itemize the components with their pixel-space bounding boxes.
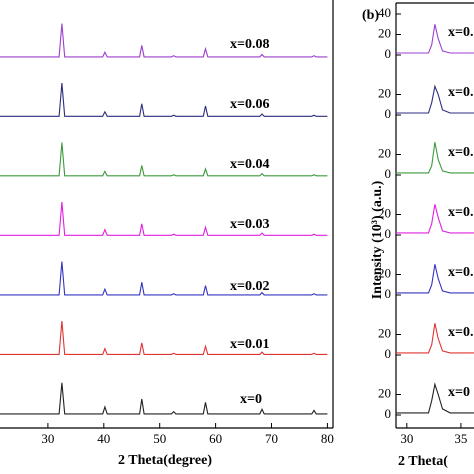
series-label: x=0.08	[448, 25, 474, 40]
y-tick-label: 20	[378, 145, 391, 160]
y-tick-label: 20	[378, 85, 391, 100]
series-label: x=0.01	[448, 325, 474, 340]
panel-a	[0, 23, 328, 415]
series-label: x=0	[240, 392, 262, 407]
series-label: x=0.04	[230, 157, 269, 172]
x-tick-label: 40	[97, 431, 110, 446]
series-label: x=0.08	[230, 37, 269, 52]
x-axis-label: 2 Theta(	[398, 454, 448, 469]
y-tick-label: 0	[385, 166, 392, 181]
y-tick-label: 20	[378, 205, 391, 220]
series-label: x=0.03	[230, 217, 269, 232]
series-line	[396, 382, 474, 414]
y-tick-label: 0	[385, 406, 392, 421]
x-tick-label: 80	[321, 431, 334, 446]
series-line	[396, 323, 474, 354]
x-tick-label: 70	[265, 431, 278, 446]
series-line	[396, 204, 474, 234]
y-tick-label: 0	[385, 286, 392, 301]
y-tick-label: 20	[378, 265, 391, 280]
series-line	[0, 261, 328, 296]
y-tick-label: 20	[378, 385, 391, 400]
panel-label: (b)	[362, 8, 379, 23]
series-line	[396, 84, 474, 114]
series-label: x=0.06	[230, 97, 269, 112]
x-tick-label: 35	[454, 431, 467, 446]
panel-b	[396, 24, 474, 414]
series-line	[396, 142, 474, 174]
series-label: x=0	[448, 385, 470, 400]
series-label: x=0.01	[230, 337, 269, 352]
y-tick-label: 0	[385, 346, 392, 361]
y-tick-label: 0	[385, 226, 392, 241]
x-tick-label: 50	[153, 431, 166, 446]
x-tick-label: 30	[41, 431, 54, 446]
series-line	[0, 382, 328, 415]
y-tick-label: 20	[378, 25, 391, 40]
series-label: x=0.02	[230, 279, 269, 294]
series-line	[0, 82, 328, 117]
y-tick-label: 20	[378, 325, 391, 340]
series-line	[396, 24, 474, 54]
x-axis-label: 2 Theta(degree)	[118, 453, 212, 468]
series-label: x=0.06	[448, 85, 474, 100]
y-tick-label: 0	[385, 46, 392, 61]
x-tick-label: 30	[400, 431, 413, 446]
ticks: 30 40 50 60 70 80 30 35 0 20 40 0 20 0 20 0 20 0 20 0 20 0 20	[41, 5, 467, 446]
y-axis-label: Intensity (10³) (a.u.)	[370, 180, 385, 299]
series-label: x=0.02	[448, 265, 474, 280]
series-line	[396, 264, 474, 294]
x-tick-label: 60	[209, 431, 222, 446]
series-label: x=0.03	[448, 205, 474, 220]
y-tick-label: 40	[378, 5, 391, 20]
y-tick-label: 0	[385, 106, 392, 121]
series-label: x=0.04	[448, 145, 474, 160]
series-line	[0, 320, 328, 355]
series-line	[0, 142, 328, 177]
series-line	[0, 201, 328, 236]
series-line	[0, 23, 328, 58]
